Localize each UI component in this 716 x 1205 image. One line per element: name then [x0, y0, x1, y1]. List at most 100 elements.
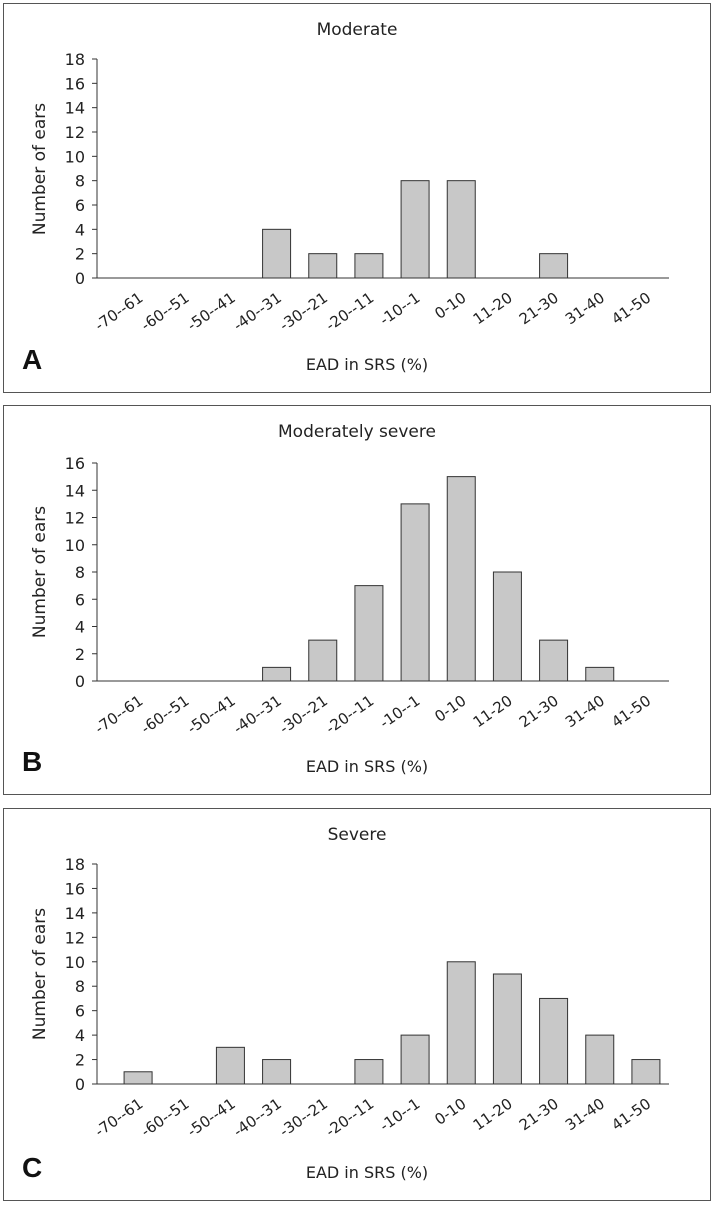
x-tick-label: 0-10 [431, 1095, 469, 1129]
y-tick-label: 10 [65, 536, 85, 555]
bar [262, 666, 292, 682]
y-tick-label: 16 [65, 454, 85, 473]
bar [539, 639, 569, 682]
x-tick-label: 0-10 [431, 692, 469, 726]
y-tick-label: 12 [65, 509, 85, 528]
bar [215, 1046, 245, 1085]
y-tick-label: 2 [75, 245, 85, 264]
bar [492, 571, 522, 682]
x-axis-label: EAD in SRS (%) [305, 355, 429, 374]
x-tick-label: -20--11 [322, 692, 377, 738]
x-tick-label: -60--51 [138, 289, 193, 335]
bar [308, 253, 338, 279]
bar [446, 961, 476, 1085]
bar [354, 253, 384, 279]
chart-panel-b: Moderately severe Number of ears 0 2 4 6 8 10… [3, 405, 711, 795]
y-tick-label: 4 [75, 618, 85, 637]
x-tick-label: -50--41 [184, 1095, 239, 1141]
y-tick-label: 16 [65, 74, 85, 93]
bar [539, 997, 569, 1085]
y-tick-label: 12 [65, 928, 85, 947]
x-tick-label: -70--61 [91, 289, 146, 335]
panel-letter: B [22, 746, 43, 777]
x-axis-label: EAD in SRS (%) [305, 1163, 429, 1182]
x-tick-label: 21-30 [516, 1095, 562, 1135]
y-tick-label: 14 [65, 904, 85, 923]
x-tick-label: -50--41 [184, 289, 239, 335]
bar-chart-plot: 0 2 4 6 8 10 12 14 16 18 -70--61-60--51-50--41-40-… [65, 855, 669, 1141]
chart-panel-c: Severe Number of ears 0 2 4 6 8 10 12 14 16 18 -70… [3, 808, 711, 1201]
x-tick-label: 11-20 [470, 692, 516, 732]
y-tick-label: 2 [75, 1051, 85, 1070]
x-tick-label: -60--51 [138, 1095, 193, 1141]
y-tick-label: 8 [75, 172, 85, 191]
panel-letter: A [22, 344, 43, 375]
chart-title: Moderate [316, 20, 398, 40]
y-tick-label: 4 [75, 220, 85, 239]
x-tick-label: -20--11 [322, 1095, 377, 1141]
x-tick-label: 31-40 [562, 1095, 608, 1135]
y-tick-label: 6 [75, 196, 85, 215]
y-tick-label: 6 [75, 1002, 85, 1021]
bar [400, 1034, 430, 1085]
bar [262, 228, 292, 279]
x-tick-label: 41-50 [608, 1095, 654, 1135]
x-tick-label: -40--31 [230, 692, 285, 738]
bar [446, 180, 476, 279]
x-tick-label: -40--31 [230, 1095, 285, 1141]
bar-chart-plot: 0 2 4 6 8 10 12 14 16 -70--61-60--51-50--41-40--3… [65, 454, 669, 738]
x-tick-label: -20--11 [322, 289, 377, 335]
y-tick-label: 14 [65, 481, 85, 500]
x-tick-label: -30--21 [276, 289, 331, 335]
y-tick-label: 10 [65, 147, 85, 166]
bar [123, 1071, 153, 1085]
panel-letter: C [22, 1152, 43, 1183]
y-tick-label: 6 [75, 590, 85, 609]
y-tick-label: 18 [65, 855, 85, 874]
y-tick-label: 16 [65, 879, 85, 898]
x-tick-label: -60--51 [138, 692, 193, 738]
bar [631, 1059, 661, 1085]
x-tick-label: 41-50 [608, 692, 654, 732]
chart-title: Severe [327, 825, 387, 845]
y-tick-label: 0 [75, 1075, 85, 1094]
x-tick-label: -30--21 [276, 692, 331, 738]
y-tick-label: 2 [75, 645, 85, 664]
y-tick-label: 8 [75, 977, 85, 996]
x-tick-label: 11-20 [470, 289, 516, 329]
x-tick-label: -10--1 [376, 1095, 423, 1135]
x-tick-label: 21-30 [516, 692, 562, 732]
bar [585, 1034, 615, 1085]
y-tick-label: 4 [75, 1026, 85, 1045]
bar [354, 585, 384, 682]
bar [354, 1059, 384, 1085]
bar [492, 973, 522, 1085]
bar [539, 253, 569, 279]
bar [262, 1059, 292, 1085]
x-tick-label: 31-40 [562, 692, 608, 732]
bar [308, 639, 338, 682]
bar-chart-plot: 0 2 4 6 8 10 12 14 16 18 -70--61-60--51-50--41-40-… [65, 50, 669, 335]
y-tick-label: 12 [65, 123, 85, 142]
bar [585, 666, 615, 682]
y-tick-label: 8 [75, 563, 85, 582]
x-axis-label: EAD in SRS (%) [305, 757, 429, 776]
y-tick-label: 18 [65, 50, 85, 69]
y-tick-label: 0 [75, 672, 85, 691]
x-tick-label: 31-40 [562, 289, 608, 329]
bar [400, 180, 430, 279]
x-tick-label: -70--61 [91, 692, 146, 738]
x-tick-label: -70--61 [91, 1095, 146, 1141]
x-tick-label: 11-20 [470, 1095, 516, 1135]
x-tick-label: -30--21 [276, 1095, 331, 1141]
x-tick-label: -40--31 [230, 289, 285, 335]
x-tick-label: 21-30 [516, 289, 562, 329]
y-tick-label: 10 [65, 953, 85, 972]
x-tick-label: 0-10 [431, 289, 469, 323]
chart-title: Moderately severe [278, 422, 436, 442]
bar [400, 503, 430, 682]
y-tick-label: 0 [75, 269, 85, 288]
x-tick-label: -50--41 [184, 692, 239, 738]
bar [446, 476, 476, 682]
x-tick-label: -10--1 [376, 289, 423, 329]
